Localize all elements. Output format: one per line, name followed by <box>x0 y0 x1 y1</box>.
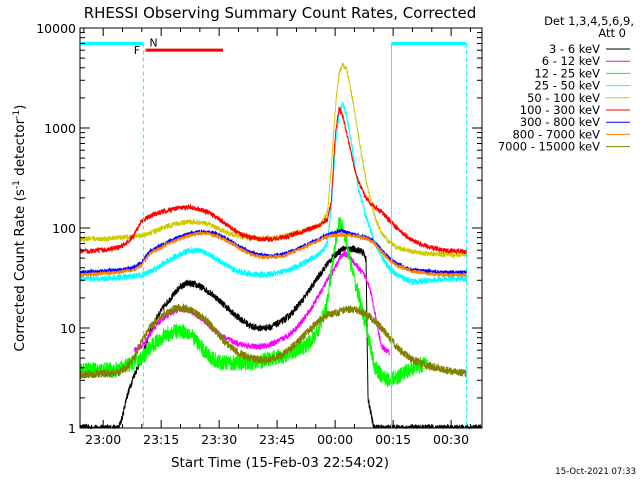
y-tick-label: 1000 <box>44 121 76 136</box>
series-line-6 <box>79 106 468 255</box>
legend-entry-label: 100 - 300 keV <box>520 103 600 117</box>
y-axis-label-part1: Corrected Count Rate (s <box>12 189 28 351</box>
legend-entry-label: 6 - 12 keV <box>542 54 600 68</box>
chart-title: RHESSI Observing Summary Count Rates, Co… <box>84 4 477 22</box>
x-tick-label: 00:30 <box>433 432 469 447</box>
flare-label: F <box>134 44 140 57</box>
x-tick-label: 00:15 <box>375 432 411 447</box>
y-axis-label: Corrected Count Rate (s-1 detector-1) <box>12 105 28 352</box>
series-line-4 <box>79 101 468 286</box>
legend-entry-label: 3 - 6 keV <box>549 42 600 56</box>
night-label: N <box>149 36 157 49</box>
timestamp: 15-Oct-2021 07:33 <box>555 467 636 477</box>
series-line-3 <box>79 216 429 388</box>
legend-header-detectors: Det 1,3,4,5,6,9, <box>544 14 634 28</box>
y-tick-label: 1 <box>68 421 76 436</box>
x-tick-label: 23:45 <box>259 432 295 447</box>
series-line-9 <box>79 303 468 379</box>
x-tick-label: 23:15 <box>143 432 179 447</box>
legend-entry-label: 7000 - 15000 keV <box>498 140 600 154</box>
y-tick-label: 10000 <box>36 21 76 36</box>
legend-entry-label: 50 - 100 keV <box>527 91 600 105</box>
legend-entry-label: 300 - 800 keV <box>520 115 600 129</box>
x-tick-label: 23:00 <box>85 432 121 447</box>
series-layer <box>79 62 482 430</box>
legend-header-attenuator: Att 0 <box>598 26 626 40</box>
y-axis-label-sup1: -1 <box>12 180 22 189</box>
ticks-layer: 23:00 23:15 23:30 23:45 00:00 00:15 00:30 1 10 10… <box>36 21 482 447</box>
x-tick-label: 00:00 <box>317 432 353 447</box>
x-tick-label: 23:30 <box>201 432 237 447</box>
y-axis-label-part3: ) <box>12 105 28 110</box>
y-tick-label: 100 <box>52 221 76 236</box>
y-tick-label: 10 <box>60 321 76 336</box>
series-line-8 <box>79 230 468 278</box>
series-line-7 <box>79 227 468 276</box>
legend-entry-label: 800 - 7000 keV <box>512 127 600 141</box>
x-axis-label: Start Time (15-Feb-03 22:54:02) <box>171 455 389 471</box>
legend-entry-label: 25 - 50 keV <box>534 79 600 93</box>
series-line-2 <box>133 249 390 356</box>
y-axis-label-sup2: -1 <box>12 110 22 119</box>
legend-entry-label: 12 - 25 keV <box>534 66 600 80</box>
y-axis-label-part2: detector <box>12 118 28 180</box>
